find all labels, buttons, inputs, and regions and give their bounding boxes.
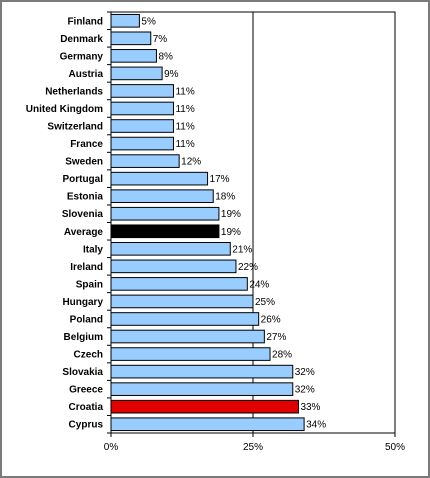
bar-estonia [110, 189, 214, 204]
bar-portugal [110, 171, 209, 186]
value-label-slovenia: 19% [221, 209, 241, 220]
x-tick-label-0: 0% [104, 442, 119, 453]
category-label-france: France [70, 139, 103, 150]
value-label-italy: 21% [232, 244, 252, 255]
category-label-denmark: Denmark [60, 34, 103, 45]
bar-denmark [110, 31, 152, 46]
value-label-hungary: 25% [255, 297, 275, 308]
value-label-netherlands: 11% [175, 86, 194, 97]
category-label-netherlands: Netherlands [45, 86, 103, 97]
value-label-spain: 24% [249, 279, 269, 290]
category-label-sweden: Sweden [65, 157, 103, 168]
bar-belgium [110, 329, 265, 344]
category-label-switzerland: Switzerland [47, 122, 103, 133]
category-label-czech: Czech [74, 350, 103, 361]
value-label-poland: 26% [261, 314, 281, 325]
value-label-denmark: 7% [153, 34, 168, 45]
value-label-switzerland: 11% [175, 122, 194, 133]
bar-cyprus [110, 417, 305, 432]
category-label-ireland: Ireland [70, 262, 103, 273]
bar-poland [110, 312, 260, 326]
value-label-france: 11% [175, 139, 194, 150]
value-label-cyprus: 34% [306, 420, 326, 431]
category-label-greece: Greece [69, 385, 103, 396]
bar-slovenia [110, 206, 220, 221]
category-label-average: Average [64, 227, 104, 238]
value-label-estonia: 18% [215, 192, 235, 203]
bar-italy [110, 241, 231, 256]
category-label-estonia: Estonia [67, 192, 104, 203]
bar-greece [110, 382, 294, 396]
category-label-hungary: Hungary [62, 297, 103, 308]
bar-switzerland [110, 119, 174, 133]
bar-sweden [110, 154, 180, 168]
bar-slovakia [110, 364, 294, 379]
value-label-germany: 8% [158, 51, 173, 62]
x-tick-label-1: 25% [243, 442, 263, 453]
category-label-slovakia: Slovakia [62, 367, 103, 378]
bar-france [110, 136, 174, 151]
category-label-austria: Austria [69, 69, 104, 80]
x-tick-label-2: 50% [385, 442, 405, 453]
value-label-average: 19% [221, 227, 241, 238]
bar-ireland [110, 259, 237, 274]
category-label-spain: Spain [76, 279, 103, 290]
bar-czech [110, 347, 271, 361]
bar-spain [110, 277, 248, 291]
value-label-united-kingdom: 11% [175, 104, 194, 115]
value-label-finland: 5% [141, 16, 156, 27]
value-label-slovakia: 32% [295, 367, 315, 378]
bar-hungary [110, 294, 254, 309]
category-label-italy: Italy [83, 244, 103, 255]
category-label-cyprus: Cyprus [69, 420, 104, 431]
value-label-croatia: 33% [300, 402, 320, 413]
category-label-slovenia: Slovenia [62, 209, 104, 220]
bar-average [110, 224, 220, 239]
category-label-united-kingdom: United Kingdom [26, 104, 103, 115]
value-label-belgium: 27% [266, 332, 286, 343]
bar-netherlands [110, 84, 174, 98]
value-label-portugal: 17% [210, 174, 230, 185]
category-label-poland: Poland [70, 314, 103, 325]
category-label-croatia: Croatia [69, 402, 104, 413]
bar-united-kingdom [110, 101, 174, 116]
bar-germany [110, 49, 157, 63]
bar-finland [110, 13, 140, 28]
value-label-czech: 28% [272, 350, 292, 361]
value-label-greece: 32% [295, 385, 315, 396]
category-label-portugal: Portugal [62, 174, 103, 185]
category-label-finland: Finland [67, 16, 103, 27]
bar-austria [110, 66, 163, 81]
bar-croatia [110, 399, 299, 414]
category-label-belgium: Belgium [64, 332, 104, 343]
value-label-austria: 9% [164, 69, 179, 80]
category-label-germany: Germany [60, 51, 104, 62]
value-label-sweden: 12% [181, 157, 201, 168]
value-label-ireland: 22% [238, 262, 258, 273]
